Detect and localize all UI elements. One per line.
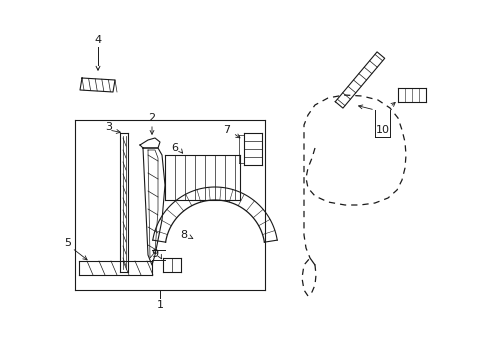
Text: 3: 3 — [105, 122, 112, 132]
Text: 10: 10 — [375, 125, 389, 135]
Text: 8: 8 — [180, 230, 187, 240]
Text: 5: 5 — [64, 238, 71, 248]
Text: 2: 2 — [148, 113, 155, 123]
Text: 7: 7 — [223, 125, 230, 135]
Text: 4: 4 — [94, 35, 102, 45]
Text: 9: 9 — [151, 249, 158, 259]
Text: 1: 1 — [156, 300, 163, 310]
Text: 6: 6 — [171, 143, 178, 153]
